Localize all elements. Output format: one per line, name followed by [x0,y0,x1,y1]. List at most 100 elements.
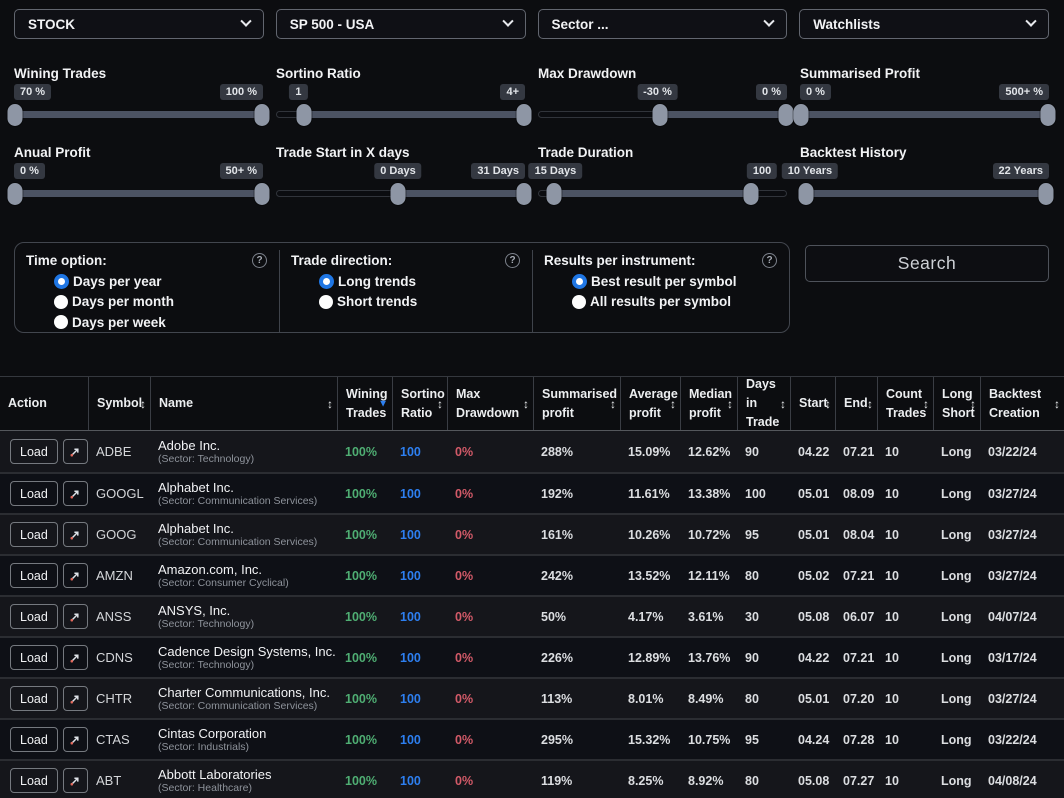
sector-dropdown[interactable]: Sector ... [538,9,788,39]
slider-handle[interactable] [8,104,23,126]
load-button[interactable]: Load [10,768,58,793]
radio-short-trends[interactable]: Short trends [319,292,520,313]
column-label: Count Trades [886,385,926,423]
slider-handle[interactable] [8,183,23,205]
watchlists-dropdown[interactable]: Watchlists [799,9,1049,39]
open-chart-button[interactable] [63,768,88,793]
sort-icon: ↕ [867,397,873,411]
radio-long-trends[interactable]: Long trends [319,271,520,292]
slider-track[interactable] [276,111,525,118]
slider-handle[interactable] [1038,183,1053,205]
open-chart-button[interactable] [63,686,88,711]
open-chart-button[interactable] [63,439,88,464]
open-chart-button[interactable] [63,563,88,588]
chevron-down-icon [502,16,513,27]
cell-value: 95 [745,733,759,747]
column-header-sortino-ratio[interactable]: Sortino Ratio↕ [392,377,447,430]
column-header-median-profit[interactable]: Median profit↕ [680,377,737,430]
cell-value: 05.01 [798,487,829,501]
slider-handle[interactable] [517,104,532,126]
column-header-start[interactable]: Start↕ [790,377,835,430]
column-header-symbol[interactable]: Symbol↕ [88,377,150,430]
radio-days-per-year[interactable]: Days per year [54,271,267,292]
cell-value: Long [941,733,972,747]
load-button[interactable]: Load [10,686,58,711]
open-chart-button[interactable] [63,645,88,670]
slider-track[interactable] [800,190,1049,197]
slider-value-badge: 10 Years [782,163,838,179]
column-header-end[interactable]: End↕ [835,377,877,430]
slider-handle[interactable] [546,183,561,205]
radio-best-result-per-symbol[interactable]: Best result per symbol [572,271,777,292]
column-header-max-drawdown[interactable]: Max Drawdown↕ [447,377,533,430]
radio-days-per-week[interactable]: Days per week [54,312,267,333]
load-button[interactable]: Load [10,727,58,752]
summarised-profit-cell: 288% [533,443,620,461]
help-icon[interactable]: ? [252,253,267,268]
slider-handle[interactable] [798,183,813,205]
load-button[interactable]: Load [10,481,58,506]
slider-handle[interactable] [794,104,809,126]
wining-trades-cell: 100% [337,567,392,585]
slider-handle[interactable] [653,104,668,126]
slider-fill [806,190,1046,197]
asset-type-dropdown[interactable]: STOCK [14,9,264,39]
table-header: ActionSymbol↕Name↕Wining Trades▼Sortino … [0,376,1064,431]
rocket-icon [69,529,81,541]
slider-track[interactable] [14,190,263,197]
slider-handle[interactable] [297,104,312,126]
cell-value: 03/22/24 [988,733,1037,747]
load-button[interactable]: Load [10,563,58,588]
start-cell: 05.08 [790,772,835,790]
load-button[interactable]: Load [10,439,58,464]
index-dropdown[interactable]: SP 500 - USA [276,9,526,39]
open-chart-button[interactable] [63,522,88,547]
slider-handle[interactable] [779,104,794,126]
load-button[interactable]: Load [10,604,58,629]
slider-track[interactable] [538,190,787,197]
search-button[interactable]: Search [805,245,1049,282]
slider-handle[interactable] [255,183,270,205]
slider-track[interactable] [14,111,263,118]
group-title-results-per-instrument: Results per instrument: [544,253,696,268]
backtest-creation-cell: 03/27/24 [980,485,1064,503]
end-cell: 08.04 [835,526,877,544]
count-trades-cell: 10 [877,649,933,667]
open-chart-button[interactable] [63,727,88,752]
help-icon[interactable]: ? [762,253,777,268]
cell-value: 100 [400,487,421,501]
slider-value-badge: 15 Days [529,163,583,179]
cell-value: Long [941,651,972,665]
column-header-days-in-trade[interactable]: Days in Trade↕ [737,377,790,430]
load-button[interactable]: Load [10,522,58,547]
column-header-backtest-creation[interactable]: Backtest Creation↕ [980,377,1064,430]
column-header-long-short[interactable]: Long Short↕ [933,377,980,430]
radio-label: Long trends [338,274,416,289]
slider-handle[interactable] [255,104,270,126]
sortino-ratio-cell: 100 [392,772,447,790]
column-header-count-trades[interactable]: Count Trades↕ [877,377,933,430]
radio-all-results-per-symbol[interactable]: All results per symbol [572,292,777,313]
open-chart-button[interactable] [63,604,88,629]
help-icon[interactable]: ? [505,253,520,268]
column-header-wining-trades[interactable]: Wining Trades▼ [337,377,392,430]
slider-track[interactable] [800,111,1049,118]
load-button[interactable]: Load [10,645,58,670]
summarised-profit-cell: 242% [533,567,620,585]
column-header-action: Action [0,377,88,430]
sort-icon: ↕ [140,397,146,411]
slider-track[interactable] [276,190,525,197]
column-header-name[interactable]: Name↕ [150,377,337,430]
open-chart-button[interactable] [63,481,88,506]
slider-handle[interactable] [517,183,532,205]
table-row: LoadABTAbbott Laboratories(Sector: Healt… [0,759,1064,798]
slider-handle[interactable] [1041,104,1056,126]
column-header-summarised-profit[interactable]: Summarised profit↕ [533,377,620,430]
table-row: LoadANSSANSYS, Inc.(Sector: Technology)1… [0,595,1064,636]
slider-handle[interactable] [391,183,406,205]
column-header-average-profit[interactable]: Average profit↕ [620,377,680,430]
slider-handle[interactable] [744,183,759,205]
slider-track[interactable] [538,111,787,118]
radio-days-per-month[interactable]: Days per month [54,292,267,313]
days-in-trade-cell: 30 [737,608,790,626]
